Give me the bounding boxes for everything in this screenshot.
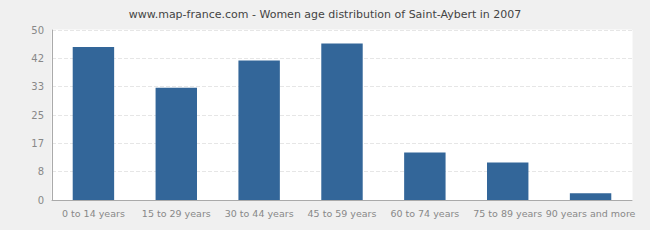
svg-text:25: 25	[31, 110, 44, 121]
svg-text:45 to 59 years: 45 to 59 years	[308, 208, 377, 219]
svg-text:30 to 44 years: 30 to 44 years	[225, 208, 294, 219]
svg-text:www.map-france.com - Women age: www.map-france.com - Women age distribut…	[129, 8, 522, 21]
svg-text:90 years and more: 90 years and more	[546, 208, 636, 219]
svg-text:15 to 29 years: 15 to 29 years	[142, 208, 211, 219]
svg-text:75 to 89 years: 75 to 89 years	[473, 208, 542, 219]
svg-text:17: 17	[31, 138, 44, 149]
svg-text:8: 8	[38, 166, 44, 177]
svg-text:60 to 74 years: 60 to 74 years	[390, 208, 459, 219]
svg-text:0: 0	[38, 195, 44, 206]
svg-text:0 to 14 years: 0 to 14 years	[62, 208, 125, 219]
svg-text:42: 42	[31, 53, 44, 64]
svg-text:33: 33	[31, 81, 44, 92]
svg-text:50: 50	[31, 25, 44, 36]
